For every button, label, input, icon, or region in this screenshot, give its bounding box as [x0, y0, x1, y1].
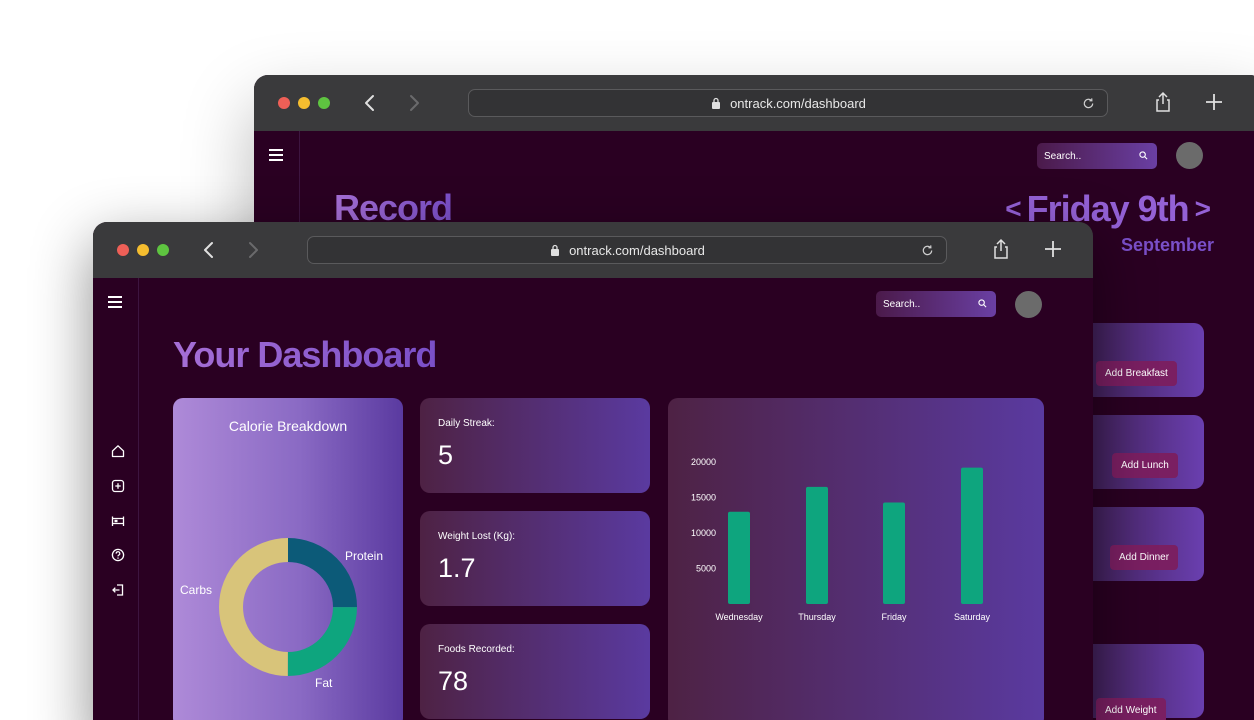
bar-thursday [806, 486, 828, 604]
stat-label: Foods Recorded: [438, 644, 515, 655]
help-icon[interactable] [111, 548, 125, 562]
weight-lost-card: Weight Lost (Kg): 1.7 [420, 511, 650, 606]
calorie-breakdown-title: Calorie Breakdown [228, 418, 348, 434]
add-breakfast-button[interactable]: Add Breakfast [1096, 361, 1177, 386]
bed-icon[interactable] [111, 514, 125, 528]
share-icon[interactable] [992, 238, 1010, 260]
foods-recorded-card: Foods Recorded: 78 [420, 624, 650, 719]
stat-value: 78 [438, 666, 469, 696]
add-weight-button[interactable]: Add Weight [1096, 698, 1166, 720]
calorie-breakdown-card: Calorie Breakdown Protein Fat Carbs [173, 398, 403, 720]
x-tick-label: Thursday [798, 612, 836, 622]
reload-icon[interactable] [921, 244, 934, 257]
stat-label: Daily Streak: [438, 418, 495, 429]
lock-icon [551, 244, 560, 256]
add-icon[interactable] [111, 479, 125, 493]
y-tick-label: 5000 [696, 564, 716, 574]
previous-day-button[interactable]: < [1005, 193, 1021, 224]
x-tick-label: Friday [881, 612, 907, 622]
next-day-button[interactable]: > [1194, 193, 1211, 224]
date-navigator: < Friday 9th > [999, 188, 1216, 230]
page-title: Your Dashboard [173, 334, 437, 375]
calorie-bar-chart: 20000 15000 10000 5000 Wednesday Thursday Frid… [691, 457, 991, 622]
url-text: ontrack.com/dashboard [569, 242, 705, 258]
calorie-donut-chart [219, 538, 357, 676]
lock-icon [712, 97, 721, 109]
breakfast-card: Add Breakfast [1076, 323, 1204, 397]
logout-icon[interactable] [111, 583, 125, 597]
url-text: ontrack.com/dashboard [730, 95, 866, 111]
current-month: September [1120, 235, 1214, 255]
stat-label: Weight Lost (Kg): [438, 531, 516, 542]
sidebar [93, 278, 139, 720]
search-input[interactable]: Search.. [876, 291, 996, 317]
y-tick-label: 10000 [691, 528, 716, 538]
search-icon[interactable] [978, 299, 987, 308]
stat-value: 5 [438, 440, 454, 470]
home-icon[interactable] [111, 444, 125, 458]
add-dinner-button[interactable]: Add Dinner [1110, 545, 1179, 570]
search-input[interactable]: Search.. [1037, 143, 1157, 169]
share-icon[interactable] [1154, 91, 1172, 113]
weight-card: Add Weight [1076, 644, 1204, 720]
y-tick-label: 20000 [691, 457, 716, 467]
maximize-window-button[interactable] [157, 244, 169, 256]
back-arrow-icon[interactable] [197, 236, 221, 264]
address-bar[interactable]: ontrack.com/dashboard [468, 89, 1108, 117]
hamburger-menu-icon[interactable] [269, 149, 283, 161]
page-title: Record [334, 187, 453, 228]
new-tab-icon[interactable] [1042, 238, 1064, 260]
bar-saturday [961, 467, 983, 604]
bar-friday [883, 502, 905, 604]
maximize-window-button[interactable] [318, 97, 330, 109]
search-icon[interactable] [1139, 151, 1148, 160]
add-lunch-button[interactable]: Add Lunch [1112, 453, 1178, 478]
search-placeholder: Search.. [1044, 150, 1082, 162]
x-tick-label: Saturday [954, 612, 991, 622]
avatar[interactable] [1015, 291, 1042, 318]
y-tick-label: 15000 [691, 493, 716, 503]
forward-arrow-icon[interactable] [241, 236, 265, 264]
donut-slice-fat [219, 538, 357, 676]
close-window-button[interactable] [117, 244, 129, 256]
browser-toolbar: ontrack.com/dashboard [254, 75, 1254, 131]
minimize-window-button[interactable] [137, 244, 149, 256]
new-tab-icon[interactable] [1203, 91, 1225, 113]
avatar[interactable] [1176, 142, 1203, 169]
protein-label: Protein [345, 549, 384, 563]
browser-toolbar: ontrack.com/dashboard [93, 222, 1093, 278]
forward-arrow-icon[interactable] [402, 89, 426, 117]
calorie-bar-chart-card: 20000 15000 10000 5000 Wednesday Thursday Frid… [668, 398, 1044, 720]
back-arrow-icon[interactable] [358, 89, 382, 117]
lunch-card: Add Lunch [1076, 415, 1204, 489]
bar-wednesday [728, 511, 750, 604]
donut-slice-carbs [219, 538, 357, 676]
front-browser-window: ontrack.com/dashboard Search.. Your Dash… [93, 222, 1093, 720]
search-placeholder: Search.. [883, 298, 921, 310]
dinner-card: Add Dinner [1076, 507, 1204, 581]
daily-streak-card: Daily Streak: 5 [420, 398, 650, 493]
fat-label: Fat [315, 676, 333, 690]
hamburger-menu-icon[interactable] [108, 296, 122, 308]
stat-value: 1.7 [438, 553, 476, 583]
carbs-label: Carbs [180, 583, 213, 597]
minimize-window-button[interactable] [298, 97, 310, 109]
reload-icon[interactable] [1082, 97, 1095, 110]
address-bar[interactable]: ontrack.com/dashboard [307, 236, 947, 264]
x-tick-label: Wednesday [715, 612, 763, 622]
close-window-button[interactable] [278, 97, 290, 109]
